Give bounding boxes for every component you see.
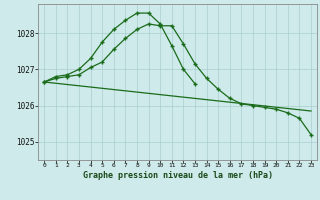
X-axis label: Graphe pression niveau de la mer (hPa): Graphe pression niveau de la mer (hPa): [83, 171, 273, 180]
